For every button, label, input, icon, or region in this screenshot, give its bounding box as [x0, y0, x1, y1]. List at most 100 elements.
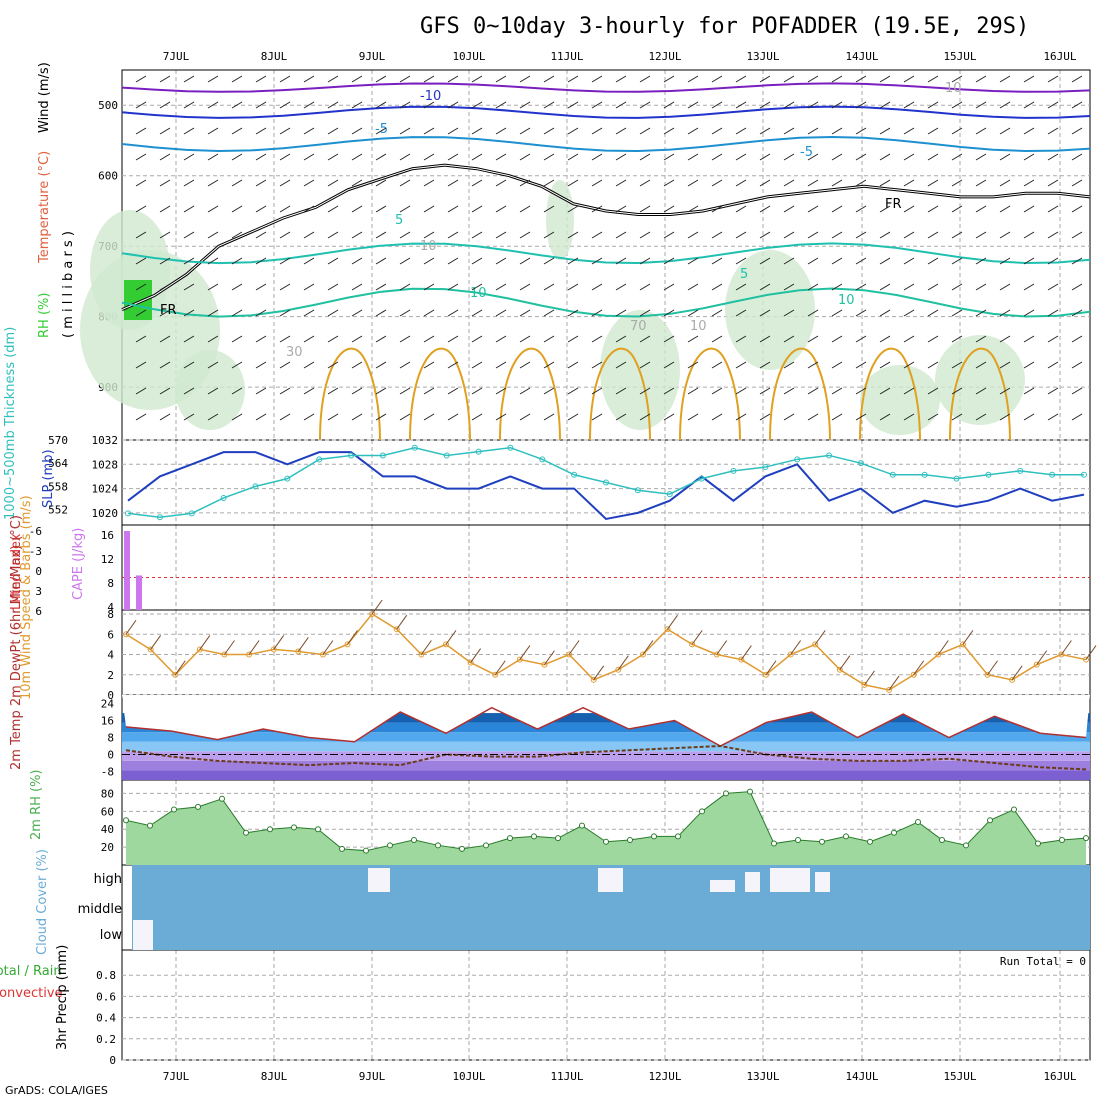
temp-color-band [122, 751, 1090, 761]
wind-barb [951, 231, 963, 239]
wind-barb [807, 257, 819, 265]
wind-barb [687, 361, 699, 369]
wind10m-barb [864, 670, 875, 686]
wind-barb [543, 257, 555, 265]
cape-tick-label: 16 [101, 529, 114, 542]
thickness-tick-label: 552 [48, 504, 68, 517]
cape-tick-label: 8 [107, 577, 114, 590]
wind-barb [399, 231, 411, 239]
pressure-tick-label: 500 [98, 99, 118, 112]
contour-label: 10 [838, 293, 855, 308]
wind-barb [831, 257, 843, 265]
thickness-point [794, 456, 801, 463]
wind-barb [1047, 101, 1059, 109]
wind-barb [183, 127, 195, 135]
wind-barb [639, 309, 651, 317]
wind-barb [519, 127, 531, 135]
wind-barb [1071, 283, 1083, 291]
rh2m-point [579, 822, 585, 829]
wind-barb [711, 335, 723, 343]
cloud-cell [598, 868, 623, 892]
wind-barb [999, 101, 1011, 109]
wind-barb [855, 257, 867, 265]
wind-barb [975, 257, 987, 265]
wind-barb [927, 283, 939, 291]
wind-barb [279, 205, 291, 213]
slp-tick-label: 1020 [92, 507, 119, 520]
wind-barb [735, 413, 747, 421]
wind-barb [231, 335, 243, 343]
wind-barb [1047, 387, 1059, 395]
wind-barb [951, 127, 963, 135]
wind-barb [471, 127, 483, 135]
wind-barb [399, 413, 411, 421]
cloud-cell [133, 920, 153, 950]
wind-barb [471, 179, 483, 187]
wind-barb [207, 309, 219, 317]
rh2m-tick-label: 60 [101, 805, 114, 818]
wind-barb [783, 283, 795, 291]
wind-barb [207, 335, 219, 343]
wind10m-point [492, 671, 499, 678]
wind-barb [903, 387, 915, 395]
wind-barb [519, 257, 531, 265]
wind-barb [447, 413, 459, 421]
wind10m-barb [839, 655, 851, 670]
wind-barb [495, 127, 507, 135]
wind10m-barb [248, 640, 260, 655]
rh-shading-core [124, 280, 152, 320]
x-tick-label-bottom: 11JUL [550, 1070, 583, 1083]
thickness-point [762, 464, 769, 471]
rh2m-point [627, 836, 633, 843]
wind-barb [1047, 335, 1059, 343]
wind-barb [879, 205, 891, 213]
wind-barb [639, 127, 651, 135]
wind-barb [1047, 179, 1059, 187]
x-tick-label-top: 15JUL [943, 50, 976, 63]
thickness-tick-label: 564 [48, 457, 68, 470]
rh-shading-blob [860, 365, 940, 435]
wind-barb [951, 413, 963, 421]
wind-barb [927, 335, 939, 343]
wind-barb [807, 335, 819, 343]
wind-barb [1023, 179, 1035, 187]
wind-barb [999, 231, 1011, 239]
wind-barb [711, 153, 723, 161]
wind-barb [351, 127, 363, 135]
wind-barb [951, 335, 963, 343]
wind10m-series-line [125, 613, 1087, 691]
wind-barb [399, 309, 411, 317]
wind-barb [471, 231, 483, 239]
wind-barb [951, 257, 963, 265]
wind-barb [783, 413, 795, 421]
wind10m-tick-label: 4 [107, 649, 114, 662]
wind10m-barb [445, 630, 457, 645]
dewpt-series-line [125, 744, 1087, 771]
wind-barb [471, 153, 483, 161]
thickness-point [252, 483, 259, 490]
wind10m-barb [396, 614, 408, 630]
thickness-point [571, 471, 578, 478]
wind10m-barb [593, 665, 605, 681]
wind-barb [279, 309, 291, 317]
wind-barb [615, 127, 627, 135]
wind-barb [279, 75, 291, 83]
wind-barb [495, 361, 507, 369]
wind-barb [759, 387, 771, 395]
wind-barb [351, 283, 363, 291]
wind-barb [951, 309, 963, 317]
wind-barb [351, 153, 363, 161]
wind-barb [567, 205, 579, 213]
slp-series-line [127, 451, 1085, 521]
wind-barb [663, 309, 675, 317]
wind-barb [807, 153, 819, 161]
wind-barb [903, 101, 915, 109]
wind-barb [663, 413, 675, 421]
wind-barb [663, 153, 675, 161]
wind-barb [447, 205, 459, 213]
cloud-ylabel: Cloud Cover (%) [35, 849, 50, 955]
wind10m-barb [273, 635, 285, 650]
rh2m-point [435, 842, 441, 849]
wind-barb [1071, 127, 1083, 135]
wind-barb [183, 101, 195, 109]
